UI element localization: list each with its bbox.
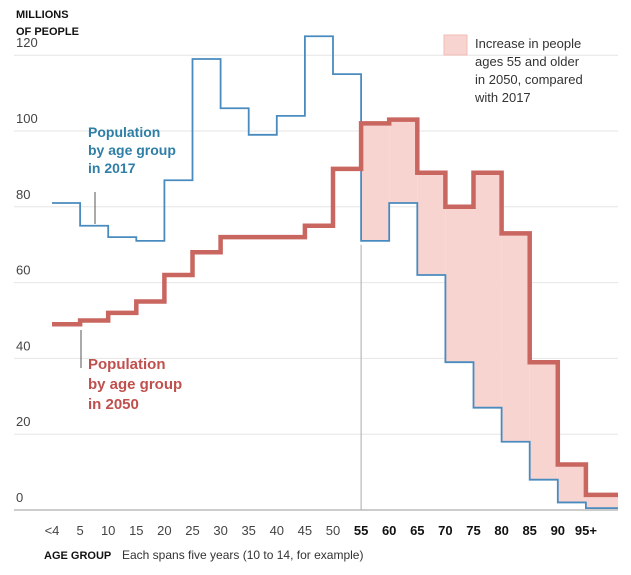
increase-band: [473, 172, 502, 408]
increase-band: [501, 233, 530, 442]
series-2050-line: [52, 117, 618, 498]
x-tick-label: 55: [354, 523, 368, 538]
x-tick-label: 65: [410, 523, 424, 538]
x-tick-label: 40: [270, 523, 284, 538]
increase-band: [445, 206, 474, 363]
series-2050-label-line-2: by age group: [88, 376, 182, 393]
y-tick-labels: 0 20 40 60 80 100 120: [16, 35, 38, 505]
series-2050-label-line-1: Population: [88, 356, 166, 373]
x-tick-label: 10: [101, 523, 115, 538]
y-tick-label: 100: [16, 111, 38, 126]
x-tick-label: 80: [494, 523, 508, 538]
x-axis-title: AGE GROUP: [44, 550, 111, 562]
y-tick-label: 40: [16, 338, 30, 353]
legend-line-2: ages 55 and older: [475, 54, 580, 69]
y-tick-label: 80: [16, 187, 30, 202]
gridlines: [14, 54, 618, 511]
increase-area: [360, 119, 618, 510]
increase-band: [557, 464, 586, 503]
series-2017-label-line-3: in 2017: [88, 160, 136, 176]
x-tick-label: 50: [326, 523, 340, 538]
increase-band: [417, 172, 446, 276]
x-tick-label: 30: [213, 523, 227, 538]
x-tick-label: 70: [438, 523, 452, 538]
series-lines: [52, 35, 618, 510]
x-tick-label: 15: [129, 523, 143, 538]
x-axis-note: Each spans five years (10 to 14, for exa…: [122, 548, 363, 562]
legend-line-3: in 2050, compared: [475, 72, 583, 87]
increase-band: [529, 362, 558, 480]
increase-band: [361, 123, 390, 241]
x-tick-label: <4: [45, 523, 60, 538]
series-2017-line: [52, 35, 618, 510]
increase-band: [389, 119, 418, 204]
x-tick-label: 90: [551, 523, 565, 538]
x-tick-label: 85: [522, 523, 536, 538]
y-axis-title-line-2: OF PEOPLE: [16, 26, 79, 38]
x-tick-label: 20: [157, 523, 171, 538]
x-tick-label: 25: [185, 523, 199, 538]
x-tick-label: 60: [382, 523, 396, 538]
y-tick-label: 0: [16, 490, 23, 505]
y-axis-title-line-1: MILLIONS: [16, 9, 69, 21]
series-2017-label-line-1: Population: [88, 124, 160, 140]
series-2050-label-line-3: in 2050: [88, 396, 139, 413]
x-tick-label: 45: [298, 523, 312, 538]
x-tick-label: 5: [76, 523, 83, 538]
x-tick-label: 35: [241, 523, 255, 538]
x-tick-labels: <4 5 10 15 20 25 30 35 40 45 50 55 60 65 70 75 80 85 90 95+: [45, 523, 598, 538]
legend-swatch: [443, 34, 468, 56]
legend-line-1: Increase in people: [475, 36, 581, 51]
x-tick-label: 95+: [575, 523, 597, 538]
series-2017-label-line-2: by age group: [88, 142, 176, 158]
increase-band: [585, 494, 618, 509]
x-tick-label: 75: [466, 523, 480, 538]
y-tick-label: 60: [16, 263, 30, 278]
y-tick-label: 120: [16, 35, 38, 50]
legend-line-4: with 2017: [474, 90, 531, 105]
y-tick-label: 20: [16, 414, 30, 429]
